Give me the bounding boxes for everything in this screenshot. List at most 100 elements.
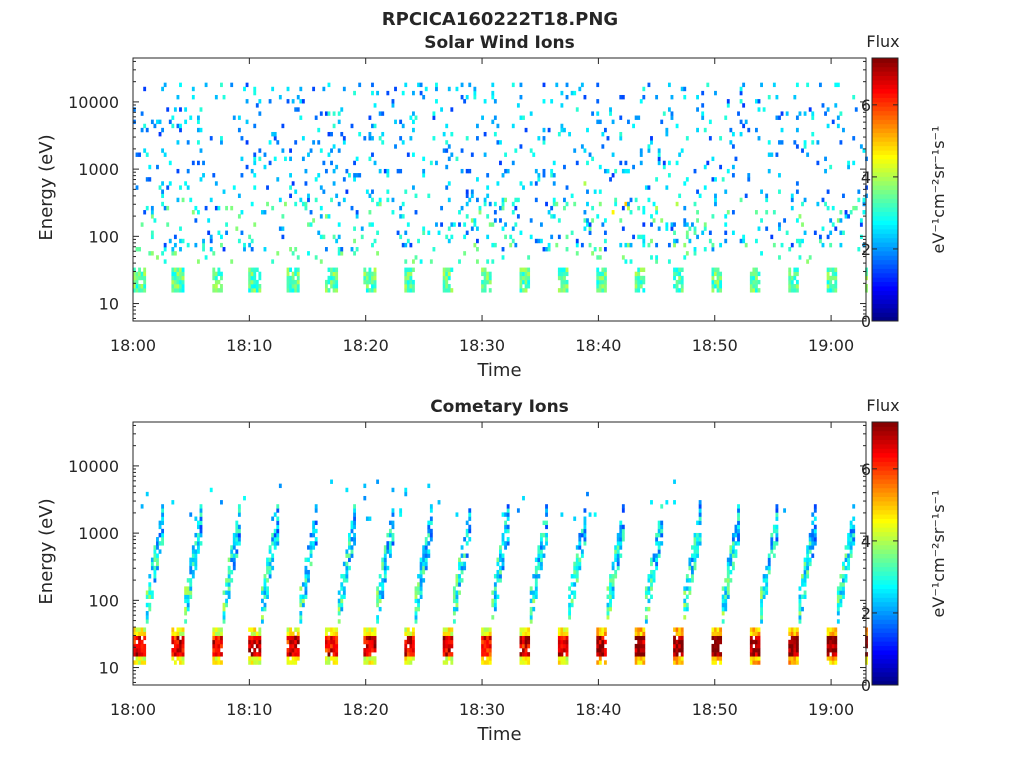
spectrogram-cell: [135, 284, 139, 289]
spectrogram-cell: [813, 524, 817, 530]
spectrogram-cell: [409, 660, 413, 665]
spectrogram-cell: [214, 643, 218, 649]
spectrogram-cell: [770, 537, 774, 542]
spectrogram-cell: [273, 541, 277, 546]
spectrogram-cell: [563, 197, 566, 203]
spectrogram-cell: [135, 247, 139, 252]
spectrogram-cell: [642, 648, 646, 653]
spectrogram-cell: [314, 255, 318, 260]
spectrogram-cell: [186, 185, 190, 190]
spectrogram-cell: [842, 561, 845, 567]
spectrogram-cell: [637, 275, 641, 281]
spectrogram-cell: [701, 103, 705, 108]
spectrogram-cell: [442, 631, 446, 636]
spectrogram-cell: [248, 271, 252, 277]
spectrogram-cell: [330, 631, 333, 636]
spectrogram-cell: [271, 553, 275, 558]
spectrogram-cell: [253, 156, 257, 162]
spectrogram-cell: [445, 648, 449, 653]
spectrogram-cell: [353, 541, 356, 546]
spectrogram-cell: [447, 267, 451, 272]
spectrogram-cell: [291, 631, 295, 636]
spectrogram-cell: [179, 656, 182, 661]
spectrogram-cell: [442, 635, 446, 641]
spectrogram-cell: [834, 656, 838, 661]
spectrogram-cell: [191, 210, 195, 215]
spectrogram-cell: [468, 508, 472, 513]
spectrogram-cell: [586, 491, 589, 497]
spectrogram-cell: [307, 578, 310, 583]
spectrogram-cell: [486, 627, 490, 632]
spectrogram-cell: [586, 222, 589, 227]
spectrogram-cell: [637, 284, 641, 289]
spectrogram-cell: [762, 578, 766, 583]
spectrogram-cell: [212, 267, 216, 272]
spectrogram-cell: [145, 152, 149, 157]
spectrogram-cell: [696, 94, 699, 100]
spectrogram-cell: [752, 627, 756, 632]
spectrogram-cell: [383, 168, 387, 174]
spectrogram-cell: [527, 639, 531, 645]
colorbar-segment: [872, 575, 898, 581]
spectrogram-cell: [552, 214, 556, 219]
spectrogram-cell: [642, 635, 646, 641]
spectrogram-cell: [542, 82, 546, 88]
spectrogram-cell: [619, 532, 623, 538]
spectrogram-cell: [483, 275, 487, 281]
x-tick-label: 18:20: [343, 700, 389, 719]
spectrogram-cell: [440, 222, 444, 227]
spectrogram-cell: [598, 652, 602, 657]
spectrogram-cell: [158, 549, 162, 554]
spectrogram-cell: [726, 561, 730, 567]
spectrogram-cell: [675, 631, 679, 636]
spectrogram-cell: [278, 483, 282, 489]
spectrogram-cell: [312, 140, 316, 145]
spectrogram-cell: [156, 565, 159, 571]
spectrogram-cell: [504, 541, 508, 546]
spectrogram-cell: [493, 586, 497, 591]
spectrogram-cell: [481, 639, 484, 645]
spectrogram-cell: [675, 660, 679, 665]
spectrogram-cell: [757, 279, 761, 285]
spectrogram-cell: [806, 545, 810, 550]
spectrogram-cell: [511, 238, 515, 244]
spectrogram-cell: [304, 590, 308, 595]
spectrogram-cell: [793, 267, 797, 272]
spectrogram-cell: [378, 574, 382, 579]
spectrogram-cell: [327, 639, 331, 645]
spectrogram-cell: [724, 586, 728, 591]
spectrogram-cell: [335, 656, 339, 661]
spectrogram-cell: [312, 528, 316, 534]
colorbar-segment: [872, 623, 898, 629]
spectrogram-cell: [273, 156, 277, 162]
spectrogram-cell: [171, 271, 175, 277]
spectrogram-cell: [452, 590, 456, 595]
spectrogram-cell: [693, 201, 697, 207]
spectrogram-cell: [637, 234, 641, 240]
spectrogram-cell: [286, 271, 290, 277]
spectrogram-cell: [161, 181, 165, 186]
spectrogram-cell: [248, 627, 252, 632]
spectrogram-cell: [388, 528, 392, 534]
spectrogram-cell: [414, 619, 418, 624]
spectrogram-cell: [176, 648, 180, 653]
spectrogram-cell: [757, 99, 761, 104]
colorbar-segment: [872, 457, 898, 462]
spectrogram-cell: [588, 230, 592, 235]
spectrogram-cell: [220, 284, 223, 289]
spectrogram-cell: [153, 557, 157, 563]
spectrogram-cell: [240, 156, 244, 162]
spectrogram-cell: [757, 271, 761, 277]
spectrogram-cell: [209, 487, 213, 493]
spectrogram-cell: [143, 660, 147, 665]
spectrogram-cell: [765, 582, 769, 587]
spectrogram-cell: [847, 160, 851, 166]
spectrogram-cell: [452, 594, 456, 599]
spectrogram-cell: [519, 627, 523, 632]
spectrogram-cell: [683, 222, 687, 227]
spectrogram-cell: [483, 652, 487, 657]
spectrogram-cell: [248, 660, 252, 665]
spectrogram-cell: [527, 635, 531, 641]
colorbar-segment: [872, 535, 898, 541]
spectrogram-cell: [711, 247, 715, 252]
